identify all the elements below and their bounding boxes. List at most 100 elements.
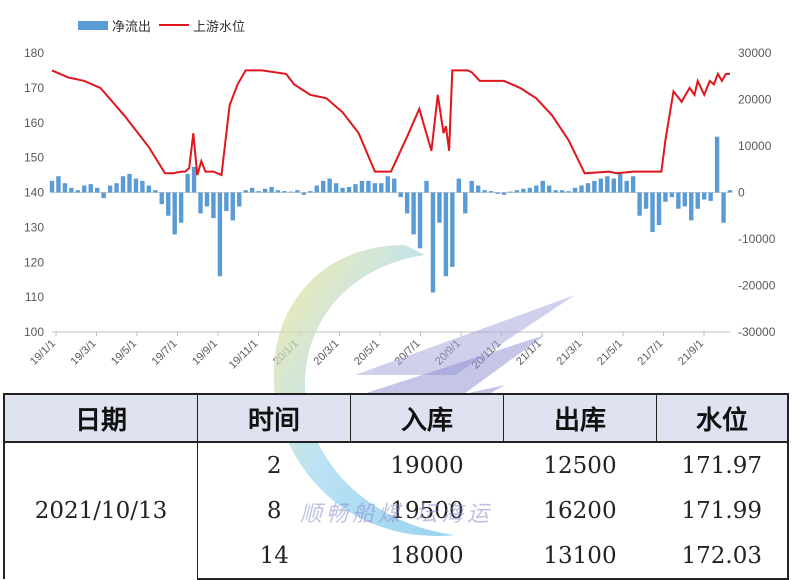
y-left-tick-label: 180	[24, 46, 44, 60]
net-outflow-bar	[437, 192, 442, 223]
net-outflow-bar	[521, 188, 526, 193]
net-outflow-bar	[211, 192, 216, 219]
net-outflow-bar	[643, 192, 649, 209]
net-outflow-bar	[469, 180, 474, 193]
net-outflow-bar	[237, 192, 242, 207]
legend-item-net-outflow: 净流出	[78, 16, 151, 35]
net-outflow-bar	[553, 190, 558, 193]
net-outflow-bar	[288, 191, 294, 193]
net-outflow-bar	[450, 192, 455, 267]
net-outflow-bar	[120, 176, 126, 193]
net-outflow-bar	[327, 178, 332, 193]
net-outflow-bar	[527, 187, 533, 193]
net-outflow-bar	[172, 192, 177, 235]
net-outflow-bar	[598, 178, 604, 193]
net-outflow-bar	[443, 192, 449, 277]
net-outflow-bar	[359, 180, 365, 193]
y-left-tick-label: 150	[24, 151, 44, 165]
net-outflow-bar	[140, 180, 145, 193]
net-outflow-bar	[191, 166, 197, 193]
net-outflow-bar	[114, 183, 119, 193]
net-outflow-bar	[514, 190, 520, 193]
net-outflow-bar	[637, 192, 642, 216]
net-outflow-bar	[256, 191, 261, 193]
net-outflow-bar	[217, 192, 223, 277]
outflow-cell: 13100	[503, 533, 657, 580]
x-tick-label: 19/9/1	[190, 338, 220, 368]
x-tick-label: 19/11/1	[227, 338, 261, 372]
net-outflow-bar	[101, 192, 106, 199]
net-outflow-bar	[430, 192, 436, 293]
net-outflow-bar	[682, 192, 687, 207]
net-outflow-bar	[618, 173, 623, 193]
net-outflow-bar	[230, 192, 235, 221]
net-outflow-bar	[95, 187, 100, 193]
x-tick-label: 20/9/1	[433, 338, 463, 368]
y-right-tick-label: 30000	[738, 46, 772, 60]
reservoir-table: 日期 时间 入库 出库 水位 2021/10/13 2 19000 12500 …	[3, 393, 789, 580]
inflow-cell: 19000	[390, 452, 464, 479]
net-outflow-bar	[547, 185, 552, 193]
net-outflow-bar	[49, 180, 55, 193]
net-outflow-bar	[721, 192, 726, 223]
net-outflow-bar	[488, 191, 494, 193]
net-outflow-bar	[689, 192, 694, 221]
net-outflow-bar	[579, 185, 584, 193]
net-outflow-bar	[133, 178, 139, 193]
table-row: 8 19500 16200 171.99	[4, 488, 789, 533]
net-outflow-bar	[701, 192, 707, 200]
time-cell: 2	[266, 452, 282, 479]
net-outflow-bar	[166, 192, 171, 216]
net-outflow-bar	[269, 186, 274, 193]
net-outflow-bar	[630, 176, 636, 193]
net-outflow-bar	[275, 190, 281, 193]
net-outflow-bar	[127, 173, 132, 193]
x-tick-label: 20/11/1	[470, 338, 504, 372]
net-outflow-bar	[656, 192, 662, 226]
net-outflow-bar	[321, 180, 326, 193]
net-outflow-bar	[708, 192, 713, 201]
net-outflow-bar	[417, 192, 423, 249]
net-outflow-bar	[611, 178, 616, 193]
net-outflow-bar	[82, 185, 87, 193]
y-left-tick-label: 100	[24, 325, 44, 339]
x-tick-label: 20/3/1	[312, 338, 342, 368]
net-outflow-bar	[411, 192, 416, 235]
net-outflow-bar	[404, 192, 410, 214]
table-row: 14 18000 13100 172.03	[4, 533, 789, 580]
net-outflow-bar	[495, 192, 500, 194]
watermark-text: 顺畅船煤 坛海运	[300, 502, 493, 527]
net-outflow-bar	[572, 187, 578, 193]
net-outflow-bar	[308, 191, 313, 193]
net-outflow-bar	[295, 190, 300, 193]
net-outflow-bar	[333, 183, 339, 193]
chart-legend: 净流出 上游水位	[78, 14, 245, 36]
net-outflow-bar	[559, 190, 565, 193]
legend-item-water-level: 上游水位	[159, 16, 245, 35]
net-outflow-bar	[282, 191, 287, 193]
header-date: 日期	[3, 393, 198, 443]
y-right-tick-label: 10000	[738, 139, 772, 153]
header-inflow: 入库	[350, 393, 504, 443]
net-outflow-bar	[592, 180, 597, 193]
net-outflow-bar	[301, 192, 307, 195]
water-level-chart: 100 110 120 130 140 150 160 170 180 -30000 -20000 -…	[24, 46, 776, 372]
level-cell: 171.99	[656, 488, 789, 533]
net-outflow-bar	[107, 185, 113, 193]
net-outflow-bar	[69, 187, 74, 193]
net-outflow-bar	[663, 192, 668, 202]
table-header-row: 日期 时间 入库 出库 水位	[3, 393, 789, 443]
net-outflow-bar	[714, 136, 720, 193]
y-right-tick-label: -20000	[738, 279, 776, 293]
date-cell: 2021/10/13	[3, 442, 198, 579]
net-outflow-bar	[650, 192, 655, 233]
table-row: 2021/10/13 2 19000 12500 171.97	[3, 442, 789, 579]
net-outflow-bar	[243, 190, 248, 193]
inflow-cell: 19500	[390, 497, 464, 524]
water-level-line	[51, 69, 730, 177]
net-outflow-bar	[482, 190, 487, 193]
y-left-tick-label: 140	[24, 186, 44, 200]
time-cell: 14	[197, 533, 351, 580]
net-outflow-bar	[62, 183, 68, 193]
y-right-tick-label: 20000	[738, 93, 772, 107]
